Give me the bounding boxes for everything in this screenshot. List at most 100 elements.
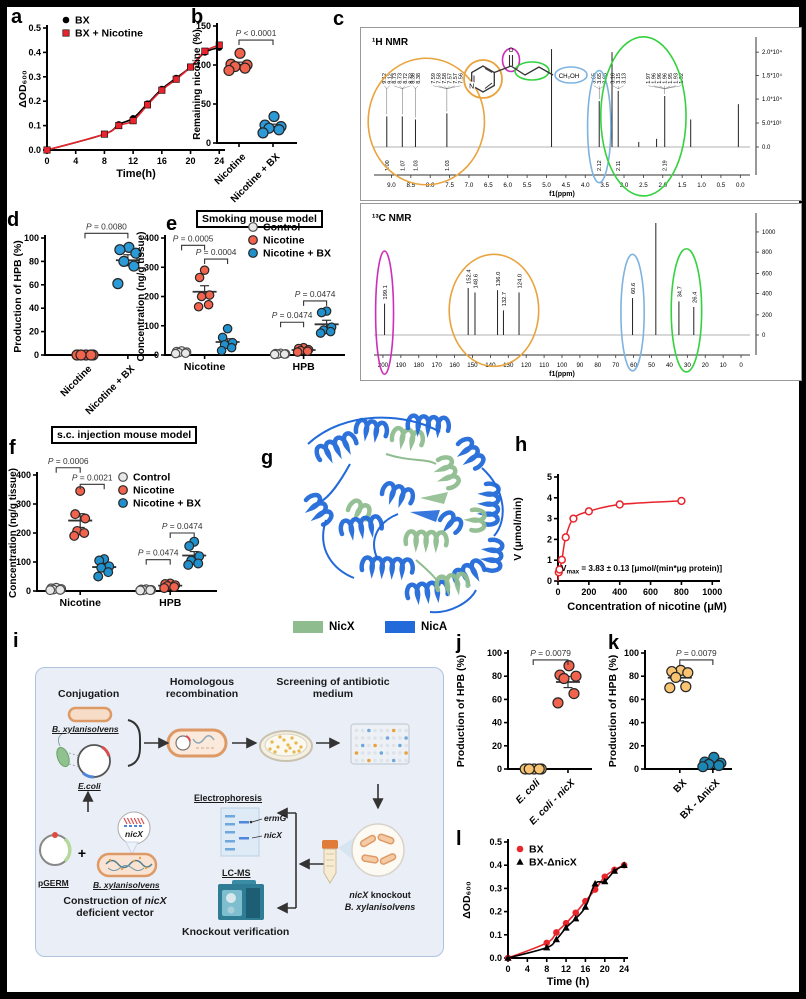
svg-text:1.00: 1.00: [385, 160, 391, 171]
svg-text:Nicotine + BX: Nicotine + BX: [133, 498, 201, 510]
svg-text:HPB: HPB: [159, 597, 182, 609]
svg-text:Production of HPB (%): Production of HPB (%): [607, 655, 619, 768]
nicx-band-label: nicX: [264, 830, 282, 840]
svg-text:3.65: 3.65: [592, 73, 598, 84]
svg-text:Time (h): Time (h): [547, 976, 590, 988]
bx-hpb-chart-k: 0 20 40 60 80 100 Production of HPB (%) BX BX - …: [592, 638, 757, 846]
svg-text:70: 70: [612, 362, 619, 369]
svg-text:180: 180: [414, 362, 425, 369]
svg-text:6.5: 6.5: [484, 182, 493, 189]
svg-text:200: 200: [144, 292, 159, 302]
svg-text:80: 80: [594, 362, 601, 369]
svg-text:7.57: 7.57: [448, 73, 454, 84]
svg-text:1.07: 1.07: [400, 160, 406, 171]
svg-text:60: 60: [29, 280, 39, 290]
svg-text:BX: BX: [672, 777, 690, 795]
svg-text:0.3: 0.3: [489, 883, 502, 893]
svg-text:1000: 1000: [762, 230, 776, 236]
svg-text:40: 40: [29, 303, 39, 313]
svg-text:0: 0: [762, 333, 766, 339]
svg-text:1.96: 1.96: [657, 73, 663, 84]
svg-text:400: 400: [612, 587, 627, 597]
svg-text:ΔOD₆₀₀: ΔOD₆₀₀: [17, 70, 29, 108]
svg-text:P = 0.0005: P = 0.0005: [173, 233, 214, 243]
svg-text:199.1: 199.1: [383, 285, 389, 300]
svg-text:0: 0: [26, 586, 31, 596]
svg-text:400: 400: [144, 233, 159, 243]
panel-l-label: l: [456, 828, 462, 850]
svg-text:100: 100: [144, 321, 159, 331]
svg-text:150: 150: [196, 21, 211, 31]
svg-text:1.97: 1.97: [646, 73, 652, 84]
svg-text:10: 10: [720, 362, 727, 369]
svg-text:100: 100: [624, 648, 639, 658]
svg-text:20: 20: [702, 362, 709, 369]
panel-e-label: e: [166, 213, 178, 235]
nica-legend-item: NicA: [385, 621, 447, 633]
svg-text:Remaining nicotine (%): Remaining nicotine (%): [192, 29, 203, 140]
svg-text:1.03: 1.03: [445, 160, 451, 171]
svg-text:4.5: 4.5: [562, 182, 571, 189]
svg-text:8.73: 8.73: [398, 73, 404, 84]
svg-text:Nicotine: Nicotine: [59, 363, 95, 399]
pyridine-ring: [471, 65, 495, 93]
carbonyl-oxygen-label: O: [508, 47, 513, 54]
svg-text:0.0: 0.0: [28, 145, 41, 155]
svg-text:7.0: 7.0: [465, 182, 474, 189]
svg-text:Nicotine: Nicotine: [184, 361, 226, 373]
svg-text:600: 600: [643, 587, 658, 597]
svg-text:ΔOD₆₀₀: ΔOD₆₀₀: [461, 881, 473, 919]
panel-h-label: h: [515, 434, 528, 456]
svg-text:26.4: 26.4: [692, 291, 698, 303]
svg-text:300: 300: [16, 499, 31, 509]
svg-text:80: 80: [629, 671, 639, 681]
svg-text:40: 40: [629, 718, 639, 728]
svg-text:3.16: 3.16: [611, 73, 617, 84]
svg-text:7.56: 7.56: [459, 73, 465, 84]
svg-text:20: 20: [186, 156, 196, 166]
svg-text:3.5: 3.5: [600, 182, 609, 189]
svg-text:5: 5: [547, 472, 552, 482]
svg-text:1.0*10⁴: 1.0*10⁴: [762, 96, 782, 103]
svg-text:12: 12: [128, 156, 138, 166]
pgerm-label: pGERM: [38, 878, 69, 888]
nicx-legend-item: NicX: [293, 621, 355, 633]
svg-text:0.0: 0.0: [762, 145, 771, 151]
svg-text:7.57: 7.57: [453, 73, 459, 84]
svg-text:2.5: 2.5: [639, 182, 648, 189]
svg-text:P = 0.0021: P = 0.0021: [72, 472, 113, 482]
svg-text:16: 16: [580, 964, 590, 974]
nicx-knockout-species-label: B. xylanisolvens: [344, 902, 416, 912]
svg-text:1.03: 1.03: [413, 160, 419, 171]
svg-text:3: 3: [547, 514, 552, 524]
svg-text:Nicotine: Nicotine: [263, 235, 305, 247]
svg-text:0: 0: [739, 362, 743, 369]
svg-text:HPB: HPB: [293, 361, 316, 373]
svg-text:60: 60: [630, 362, 637, 369]
svg-text:8.73: 8.73: [392, 73, 398, 84]
svg-text:0.2: 0.2: [489, 907, 502, 917]
construction-label: Construction of nicX deficient vector: [63, 895, 167, 920]
svg-text:8.38: 8.38: [416, 73, 422, 84]
svg-text:136.0: 136.0: [496, 272, 502, 287]
chain-highlight-ellipse: [514, 61, 550, 81]
svg-text:148.6: 148.6: [473, 274, 479, 289]
svg-text:160: 160: [449, 362, 460, 369]
svg-text:BX-ΔnicX: BX-ΔnicX: [529, 857, 577, 869]
svg-text:BX: BX: [529, 844, 544, 856]
svg-text:300: 300: [144, 262, 159, 272]
svg-text:0: 0: [555, 587, 560, 597]
svg-text:E. coli: E. coli: [514, 777, 543, 806]
smoking-model-chart-e: 0 100 200 300 400 Concentration (ng/g tissue)…: [135, 219, 375, 431]
svg-text:1.5*10⁴: 1.5*10⁴: [762, 73, 782, 80]
svg-text:Control: Control: [133, 472, 170, 484]
svg-text:4: 4: [73, 156, 78, 166]
svg-text:20: 20: [29, 327, 39, 337]
svg-text:0.5: 0.5: [489, 837, 502, 847]
panel-d-label: d: [7, 209, 20, 231]
svg-text:34.7: 34.7: [677, 286, 683, 297]
vmax-annotation: Vmax = 3.83 ± 0.13 [μmol/(min*μg protein…: [561, 564, 723, 576]
growth-curve-chart-l: 0.0 0.1 0.2 0.3 0.4 0.5 ΔOD₆₀₀ 0 4 8 12 16 20 24 Time …: [448, 837, 653, 992]
svg-text:30: 30: [684, 362, 691, 369]
nicx-bubble-label: nicX: [125, 829, 143, 839]
